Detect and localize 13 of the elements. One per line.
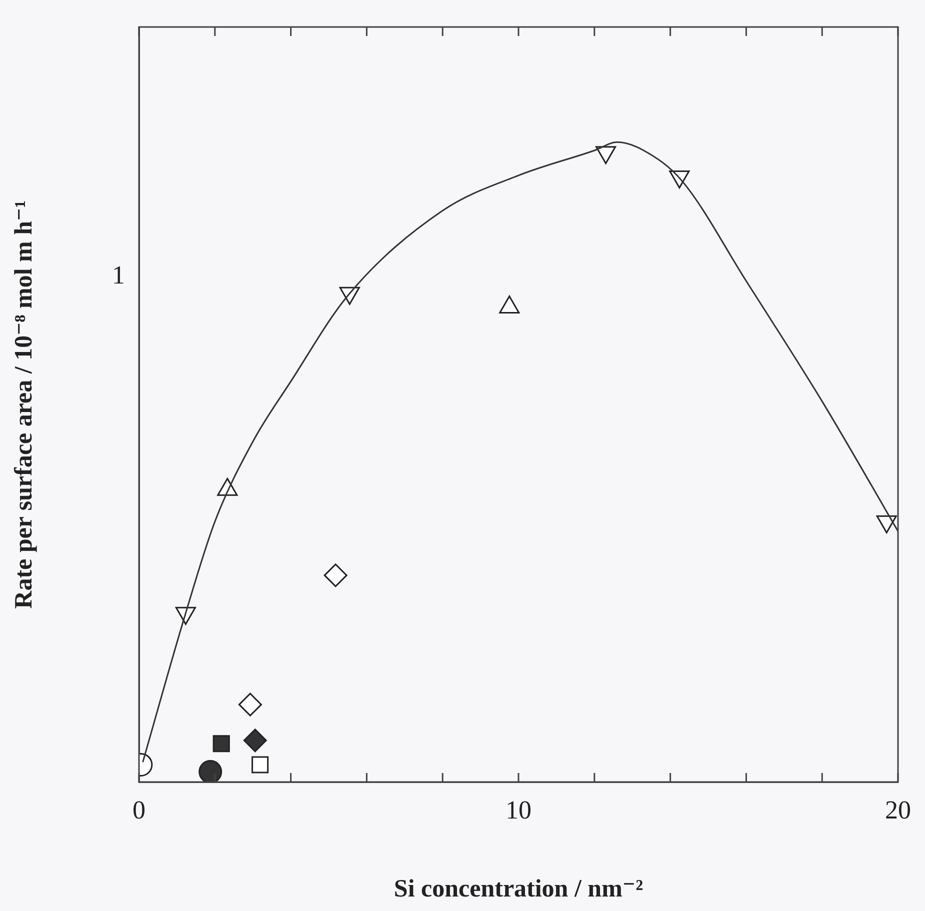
text: 1 [112,260,125,290]
point [252,756,269,774]
x-tick-label: 0 [132,795,146,824]
y-axis-title: Rate per surface area / 10⁻⁸ mol m h⁻¹ [10,200,38,609]
point [324,564,348,588]
point [198,760,222,782]
x-tick-label: 20 [885,795,911,824]
x-axis-title: Si concentration / nm⁻² [394,875,644,902]
point [212,735,230,752]
point [596,146,616,164]
x-tick-label: 10 [506,795,532,824]
point [238,692,262,716]
point [243,728,267,752]
